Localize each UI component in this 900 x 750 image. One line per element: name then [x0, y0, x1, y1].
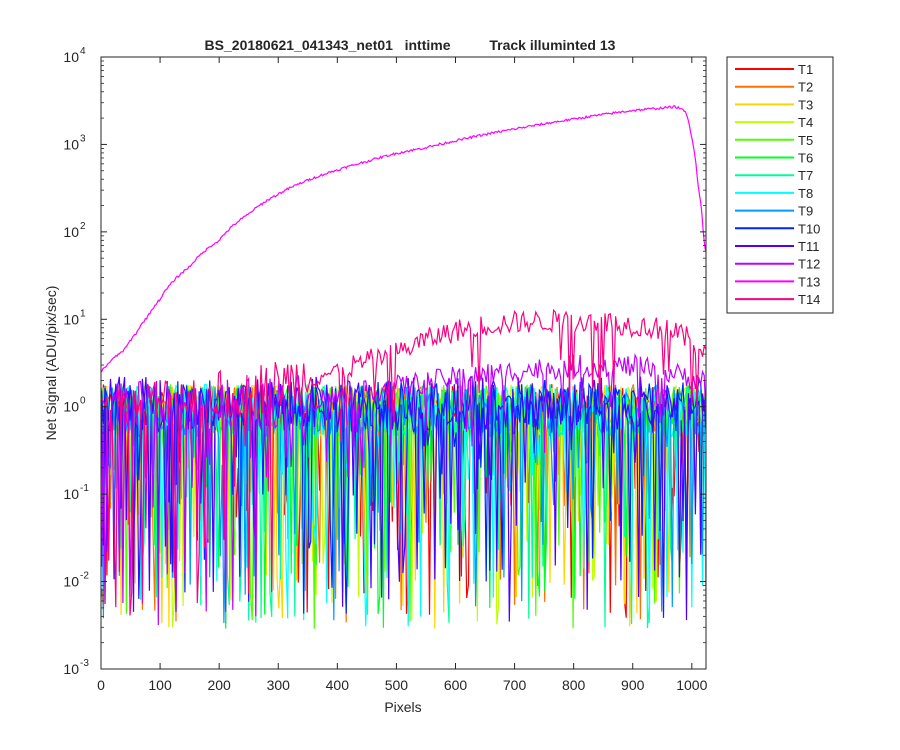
y-tick-label: 10: [63, 49, 79, 65]
y-tick-label: 10: [63, 224, 79, 240]
x-tick-label: 900: [621, 677, 645, 693]
y-tick-exponent: 3: [80, 133, 86, 144]
series-line-t10: [101, 378, 706, 614]
x-tick-label: 500: [385, 677, 409, 693]
y-tick-exponent: 4: [80, 46, 86, 57]
x-axis-label: Pixels: [384, 699, 421, 715]
chart-title: BS_20180621_041343_net01 inttime Track i…: [205, 37, 616, 53]
legend-entry-t2: T2: [735, 80, 813, 95]
y-tick-label: 10: [63, 399, 79, 415]
x-tick-label: 700: [503, 677, 527, 693]
x-tick-label: 800: [562, 677, 586, 693]
legend-label: T4: [798, 115, 813, 130]
x-tick-label: 300: [267, 677, 291, 693]
plot-area: [100, 56, 707, 670]
legend-entry-t9: T9: [735, 204, 813, 219]
legend-entry-t13: T13: [735, 274, 820, 289]
x-tick-label: 600: [444, 677, 468, 693]
legend-entry-t12: T12: [735, 257, 820, 272]
legend-label: T14: [798, 292, 820, 307]
legend-label: T7: [798, 168, 813, 183]
legend-entry-t4: T4: [735, 115, 813, 130]
x-tick-label: 1000: [676, 677, 707, 693]
series-lines: [101, 105, 706, 629]
legend-entry-t1: T1: [735, 62, 813, 77]
legend-label: T11: [798, 239, 819, 254]
legend: T1 T2 T3 T4 T5 T6 T7 T8 T9 T10 T11 T12 T13 T14: [726, 56, 834, 314]
x-tick-label: 100: [148, 677, 172, 693]
y-tick-exponent: -1: [80, 483, 89, 494]
x-axis-ticks: 0 100 200 300 400 500 600 700 800 900 1000: [97, 57, 708, 693]
legend-entry-t3: T3: [735, 97, 813, 112]
legend-entry-t7: T7: [735, 168, 813, 183]
y-tick-label: 10: [63, 661, 79, 677]
legend-label: T13: [798, 274, 820, 289]
y-tick-exponent: -3: [80, 658, 89, 669]
legend-label: T9: [798, 204, 813, 219]
series-line-t14: [101, 308, 706, 616]
y-tick-label: 10: [63, 486, 79, 502]
legend-entry-t5: T5: [735, 133, 813, 148]
legend-label: T10: [798, 221, 820, 236]
legend-label: T8: [798, 186, 813, 201]
x-tick-label: 200: [207, 677, 231, 693]
legend-entry-t10: T10: [735, 221, 820, 236]
y-tick-exponent: 2: [80, 221, 86, 232]
series-line-t13: [101, 105, 706, 373]
legend-box: [726, 56, 834, 314]
y-tick-exponent: 1: [80, 308, 86, 319]
legend-label: T2: [798, 80, 813, 95]
legend-label: T3: [798, 97, 813, 112]
y-tick-label: 10: [63, 311, 79, 327]
legend-entry-t8: T8: [735, 186, 813, 201]
y-tick-exponent: -2: [80, 571, 89, 582]
y-tick-exponent: 0: [80, 396, 86, 407]
legend-entry-t11: T11: [735, 239, 819, 254]
y-tick-label: 10: [63, 574, 79, 590]
legend-label: T12: [798, 257, 820, 272]
legend-entry-t6: T6: [735, 151, 813, 166]
y-axis-label: Net Signal (ADU/pix/sec): [43, 286, 59, 441]
x-tick-label: 400: [326, 677, 350, 693]
y-tick-label: 10: [63, 136, 79, 152]
x-tick-label: 0: [97, 677, 105, 693]
legend-entry-t14: T14: [735, 292, 820, 307]
plot-box: [100, 56, 707, 670]
legend-label: T1: [798, 62, 813, 77]
legend-label: T5: [798, 133, 813, 148]
series-line-t11: [101, 375, 706, 622]
legend-label: T6: [798, 151, 813, 166]
